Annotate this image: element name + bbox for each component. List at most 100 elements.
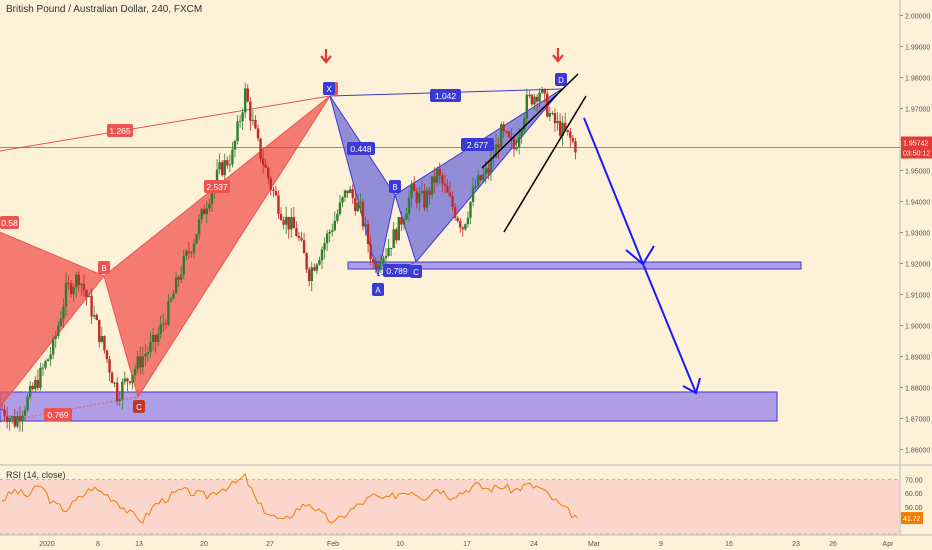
bat-ratio-xd-bg <box>430 89 461 102</box>
bull-candle <box>172 293 175 299</box>
bull-candle <box>343 190 347 198</box>
bear-candle <box>108 359 111 373</box>
bear-candle <box>305 253 308 270</box>
bull-candle <box>290 217 293 230</box>
bear-candle <box>128 381 132 383</box>
y-tick-label: 1.90000 <box>905 324 930 331</box>
bull-candle <box>420 190 424 193</box>
bull-candle <box>28 385 32 397</box>
bear-candle <box>505 131 508 133</box>
bull-candle <box>341 197 344 203</box>
bull-candle <box>34 379 37 390</box>
x-tick-label: 10 <box>396 541 404 548</box>
bat-point-c: C <box>413 268 419 277</box>
bull-candle <box>192 243 196 253</box>
candles-layer <box>0 82 577 432</box>
bull-candle <box>16 416 19 427</box>
bear-candle <box>351 189 354 198</box>
x-tick-label: 17 <box>463 541 471 548</box>
bat-point-d: D <box>558 76 564 85</box>
bear-candle <box>187 251 191 253</box>
bear-candle <box>543 89 546 94</box>
bear-candle <box>126 378 129 382</box>
x-tick-label: Mar <box>588 541 601 548</box>
bear-candle <box>297 236 301 239</box>
bull-candle <box>21 415 24 422</box>
bull-candle <box>392 229 395 248</box>
bull-candle <box>476 175 480 186</box>
bull-candle <box>167 300 170 325</box>
bull-candle <box>205 208 208 215</box>
crab-point-c-bg <box>133 400 145 413</box>
bull-candle <box>238 120 242 122</box>
bull-candle <box>382 258 385 266</box>
bull-candle <box>123 378 127 382</box>
bear-candle <box>69 283 73 295</box>
bear-candle <box>346 190 349 194</box>
bull-candle <box>336 213 339 221</box>
rsi-value-tag: 41.72 <box>903 516 921 523</box>
bull-candle <box>359 202 362 204</box>
bull-candle <box>500 124 503 149</box>
bull-candle <box>328 231 331 234</box>
bull-candle <box>23 410 27 416</box>
bull-candle <box>208 204 211 209</box>
bear-candle <box>254 119 257 129</box>
bull-candle <box>379 265 383 267</box>
x-tick-label: 8 <box>96 541 100 548</box>
bear-candle <box>528 94 531 96</box>
bull-candle <box>310 267 313 282</box>
bear-candle <box>366 224 370 245</box>
bear-candle <box>259 138 262 159</box>
bear-candle <box>300 238 303 241</box>
y-tick-label: 1.98000 <box>905 76 930 83</box>
rsi-tick-label: 50.00 <box>905 505 923 512</box>
bull-candle <box>384 255 388 259</box>
bear-candle <box>105 350 109 360</box>
bear-candle <box>369 244 372 260</box>
bull-candle <box>333 220 336 231</box>
bear-candle <box>98 319 101 342</box>
bear-candle <box>448 192 452 197</box>
bull-candle <box>538 92 541 102</box>
x-tick-label: 26 <box>829 541 837 548</box>
crab-ratio-bc-bg <box>204 180 230 193</box>
x-tick-label: Feb <box>327 541 339 548</box>
bear-candle <box>451 196 454 208</box>
bear-candle <box>85 290 88 297</box>
bull-candle <box>320 249 324 261</box>
bear-candle <box>249 101 252 121</box>
bull-candle <box>548 113 552 117</box>
bull-candle <box>233 141 237 150</box>
bull-candle <box>118 399 121 401</box>
bull-candle <box>323 243 326 250</box>
bull-candle <box>26 396 29 411</box>
crab-ratio-bd: 0.769 <box>47 410 69 420</box>
x-tick-label: 27 <box>266 541 274 548</box>
bear-candle <box>90 295 93 317</box>
bear-candle <box>428 190 431 195</box>
bear-candle <box>302 240 306 254</box>
bear-candle <box>226 160 229 166</box>
y-tick-label: 1.95000 <box>905 169 930 176</box>
bull-candle <box>515 147 518 150</box>
y-tick-label: 1.93000 <box>905 231 930 238</box>
crab-ratio-xd: 1.265 <box>109 126 131 136</box>
bear-candle <box>571 138 575 142</box>
bat-ratio-ac: 0.789 <box>386 266 408 276</box>
rsi-band <box>0 479 900 534</box>
y-tick-label: 1.99000 <box>905 45 930 52</box>
bull-candle <box>364 224 367 227</box>
bear-candle <box>456 217 459 222</box>
bull-candle <box>57 325 60 337</box>
bear-candle <box>256 128 260 139</box>
overlay-layer: 1.95742 03:50:12 <box>0 48 932 395</box>
bull-candle <box>136 356 139 369</box>
bear-candle <box>82 283 86 291</box>
bear-candle <box>154 334 157 343</box>
bear-candle <box>558 120 562 136</box>
bat-ratio-bd: 2.677 <box>467 140 489 150</box>
bear-candle <box>461 227 464 230</box>
bear-candle <box>530 94 534 105</box>
